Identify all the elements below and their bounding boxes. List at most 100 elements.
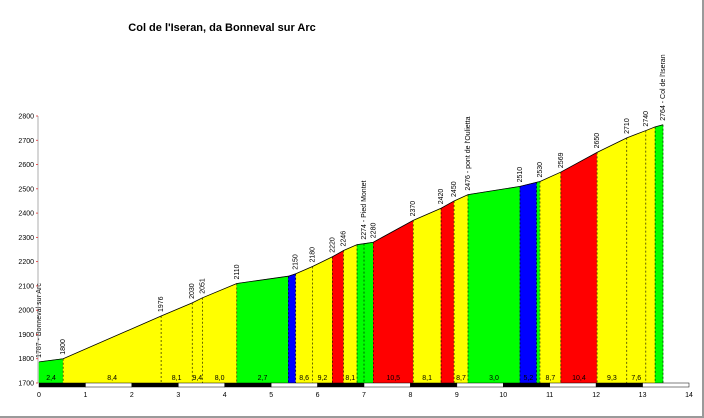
distance-scale-block — [503, 382, 550, 388]
distance-scale-block — [85, 382, 133, 388]
y-tick-label: 1900 — [18, 332, 34, 339]
altitude-label: 2110 — [234, 264, 241, 279]
distance-scale-block — [270, 382, 318, 388]
profile-segment — [467, 186, 521, 384]
gradient-label: 8,1 — [172, 375, 182, 382]
profile-segment — [236, 275, 289, 384]
distance-scale-block — [642, 382, 690, 388]
gradient-label: 9,3 — [607, 375, 617, 382]
profile-segment — [363, 241, 374, 384]
distance-scale-block — [410, 382, 458, 388]
altitude-label: 2370 — [410, 201, 417, 217]
altitude-label: 2246 — [341, 231, 348, 247]
gradient-label: 3,0 — [489, 375, 499, 382]
y-tick-label: 2300 — [18, 235, 34, 242]
altitude-label: 2764 - Col de l'Iseran — [660, 54, 667, 120]
distance-scale-block — [595, 382, 643, 388]
x-tick-label: 3 — [176, 392, 180, 399]
profile-segment — [453, 194, 469, 384]
profile-segment — [62, 315, 162, 384]
profile-segment — [288, 273, 296, 384]
x-tick-label: 10 — [499, 392, 507, 399]
y-tick-label: 2700 — [18, 138, 34, 145]
profile-line — [38, 124, 664, 363]
altitude-label: 2280 — [370, 223, 377, 239]
profile-segment — [539, 171, 562, 384]
y-tick-label: 2200 — [18, 259, 34, 266]
y-tick-label: 1800 — [18, 356, 34, 363]
x-tick-label: 11 — [546, 392, 553, 399]
y-tick-label: 2400 — [18, 211, 34, 218]
profile-segment — [332, 250, 344, 384]
altitude-label: 2740 — [643, 111, 650, 127]
profile-segment — [356, 243, 365, 384]
gradient-label: 8,7 — [456, 375, 466, 382]
distance-scale-block — [363, 382, 411, 388]
profile-segment — [519, 181, 537, 384]
altitude-label: 2530 — [537, 162, 544, 178]
y-tick-label: 2500 — [18, 186, 34, 193]
distance-scale-block — [317, 382, 365, 388]
profile-segment — [654, 124, 664, 384]
gradient-label: 8,6 — [299, 375, 309, 382]
x-tick-label: 9 — [455, 392, 459, 399]
profile-segment — [412, 207, 442, 384]
profile-segment — [312, 256, 333, 384]
x-tick-label: 14 — [685, 392, 693, 399]
gradient-label: 8,1 — [345, 375, 355, 382]
x-tick-label: 1 — [83, 392, 87, 399]
altitude-label: 2030 — [189, 283, 196, 299]
altitude-label: 2476 - pont de l'Oulietta — [465, 116, 472, 190]
x-tick-label: 2 — [130, 392, 134, 399]
gradient-label: 8,0 — [215, 375, 225, 382]
y-tick-label: 2000 — [18, 308, 34, 315]
profile-segment — [343, 244, 358, 384]
profile-segment — [202, 283, 238, 384]
x-tick-label: 8 — [408, 392, 412, 399]
distance-scale-block — [38, 382, 86, 388]
altitude-label: 2150 — [293, 254, 300, 270]
profile-segment — [191, 297, 203, 384]
y-tick-label: 1700 — [18, 381, 34, 388]
altitude-label: 2710 — [624, 118, 631, 134]
altitude-label: 2510 — [517, 167, 524, 183]
gradient-label: 9,4 — [192, 375, 202, 382]
altitude-label: 2051 — [199, 278, 206, 294]
x-tick-label: 4 — [223, 392, 227, 399]
distance-scale-block — [549, 382, 597, 388]
x-tick-label: 0 — [37, 392, 41, 399]
gradient-label: 5,2 — [523, 375, 533, 382]
gradient-label: 7,6 — [631, 375, 641, 382]
chart-title: Col de l'Iseran, da Bonneval sur Arc — [128, 22, 315, 34]
gradient-label: 2,4 — [46, 375, 56, 382]
gradient-label: 9,2 — [318, 375, 328, 382]
altitude-label: 2569 — [558, 152, 565, 168]
distance-scale-block — [456, 382, 504, 388]
y-tick-label: 2800 — [18, 114, 34, 121]
altitude-label: 1787 - Bonneval sur Arc — [36, 283, 43, 358]
profile-segment — [373, 219, 414, 384]
altitude-label: 2220 — [329, 237, 336, 253]
gradient-label: 2,7 — [258, 375, 268, 382]
distance-scale-block — [224, 382, 272, 388]
altitude-label: 2420 — [438, 189, 445, 205]
altitude-label: 2650 — [594, 133, 601, 149]
profile-segment — [160, 302, 193, 384]
x-tick-label: 13 — [639, 392, 647, 399]
distance-scale-block — [178, 382, 225, 388]
y-tick-label: 2600 — [18, 162, 34, 169]
x-tick-label: 12 — [592, 392, 600, 399]
gradient-label: 8,7 — [546, 375, 556, 382]
altitude-label: 2180 — [309, 247, 316, 263]
x-tick-label: 6 — [316, 392, 320, 399]
x-tick-label: 7 — [362, 392, 366, 399]
profile-segment — [536, 181, 541, 384]
gradient-label: 8,4 — [107, 375, 117, 382]
y-tick-label: 2100 — [18, 283, 34, 290]
altitude-label: 2450 — [451, 181, 458, 197]
gradient-label: 10,5 — [386, 375, 400, 382]
profile-segment — [440, 200, 455, 384]
profile-segment — [295, 266, 313, 384]
